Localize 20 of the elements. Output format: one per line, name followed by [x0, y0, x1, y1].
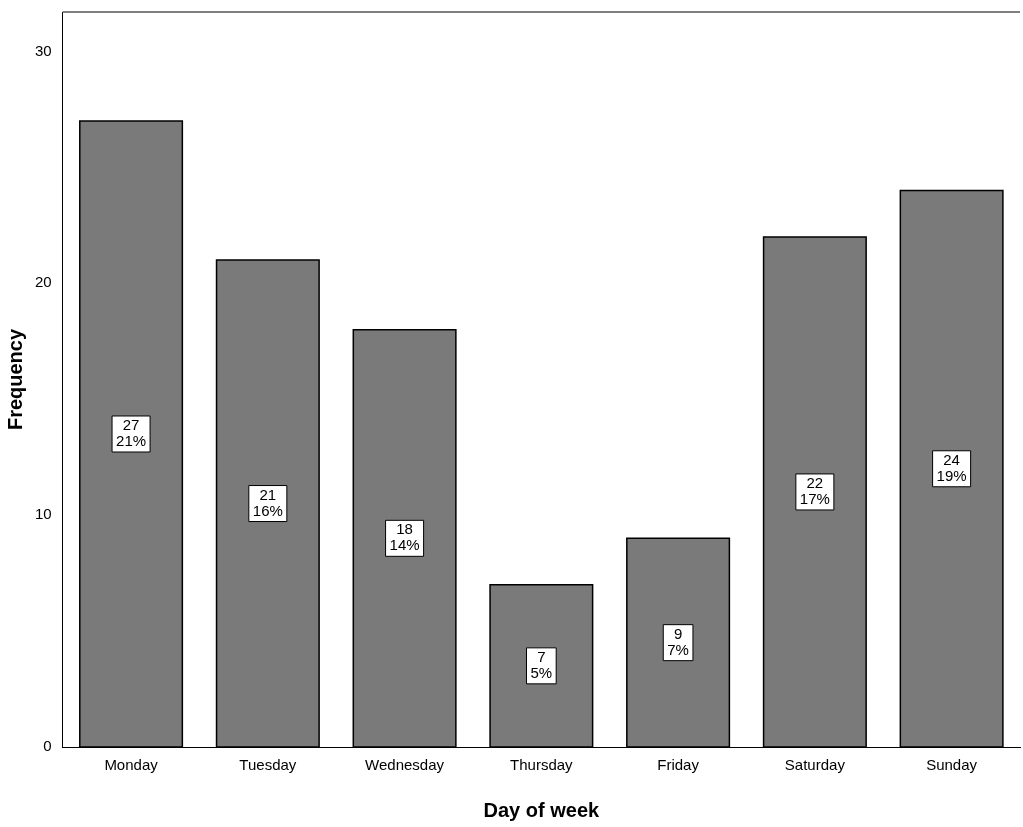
- data-label: 9 7%: [667, 624, 689, 658]
- x-tick-label: Tuesday: [239, 756, 297, 774]
- x-tick-label: Saturday: [784, 756, 846, 774]
- y-tick-label: 10: [35, 505, 52, 523]
- data-label: 18 14%: [389, 520, 420, 554]
- data-label: 22 17%: [799, 474, 830, 508]
- data-label: 27 21%: [116, 416, 147, 450]
- data-label: 7 5%: [530, 647, 553, 681]
- x-tick-label: Thursday: [510, 756, 574, 774]
- y-tick-label: 20: [35, 273, 52, 291]
- y-tick-label: 30: [35, 41, 52, 59]
- x-tick-label: Sunday: [926, 756, 978, 774]
- y-axis-title: Frequency: [3, 328, 26, 431]
- data-label: 21 16%: [252, 485, 283, 519]
- x-tick-label: Wednesday: [365, 756, 445, 774]
- y-tick-label: 0: [43, 737, 52, 755]
- x-tick-label: Friday: [657, 756, 700, 774]
- x-tick-label: Monday: [104, 756, 159, 774]
- data-label: 24 19%: [936, 450, 967, 484]
- x-axis-title: Day of week: [483, 798, 601, 821]
